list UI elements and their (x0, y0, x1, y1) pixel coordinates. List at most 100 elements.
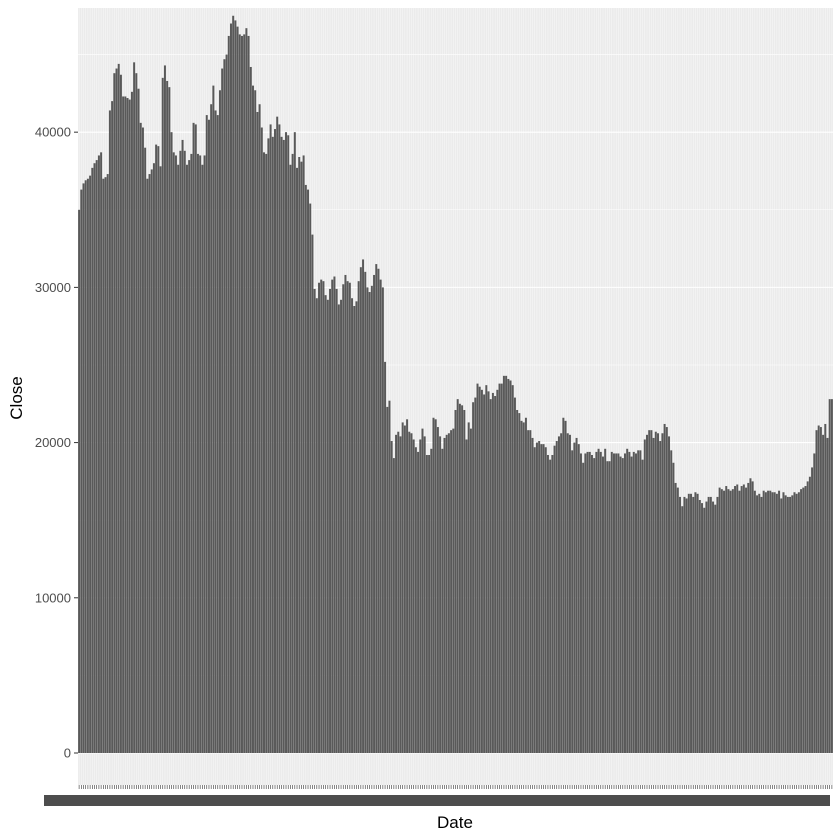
bar (298, 157, 301, 753)
bar (544, 447, 547, 753)
bar (467, 422, 470, 753)
bar (185, 164, 188, 753)
bar (485, 385, 488, 753)
bar (817, 425, 820, 753)
bar (443, 437, 446, 753)
bar (395, 434, 398, 753)
y-tick-label: 0 (64, 746, 71, 761)
bar (694, 492, 697, 753)
bar (329, 288, 332, 753)
bar (199, 155, 202, 753)
bar (117, 63, 120, 754)
bar (553, 445, 556, 753)
bar (403, 425, 406, 753)
bar (300, 161, 303, 753)
bar (436, 427, 439, 753)
bar (375, 264, 378, 753)
bar (641, 459, 644, 753)
bar (174, 155, 177, 753)
bar (637, 450, 640, 753)
bar (698, 500, 701, 753)
bar (311, 234, 314, 754)
bar (815, 430, 818, 753)
bar (406, 419, 409, 753)
bar (170, 132, 173, 754)
bar (340, 299, 343, 753)
bar (122, 96, 125, 754)
bar (368, 292, 371, 753)
bar (80, 189, 83, 754)
bar (133, 62, 136, 753)
bar (767, 490, 770, 753)
bar (802, 487, 805, 753)
bar (483, 394, 486, 753)
bar (203, 155, 206, 753)
bar (753, 490, 756, 753)
y-axis: 0 10000 20000 30000 40000 (35, 125, 78, 761)
bar (179, 150, 182, 754)
bar (509, 380, 512, 753)
bar (271, 136, 274, 753)
bar (289, 164, 292, 753)
bar (507, 378, 510, 753)
bar (538, 441, 541, 753)
bar (445, 434, 448, 753)
bar (494, 396, 497, 753)
bar (318, 282, 321, 753)
bar (793, 492, 796, 753)
bar (663, 423, 666, 753)
bar (388, 400, 391, 753)
bar (454, 409, 457, 753)
bar (789, 496, 792, 753)
bar (608, 461, 611, 753)
bar (214, 110, 217, 753)
y-tick-label: 10000 (35, 590, 71, 605)
bar (144, 147, 147, 753)
bar (236, 26, 239, 754)
bar (648, 430, 651, 753)
bar (337, 304, 340, 753)
bar (304, 184, 307, 753)
bar (240, 35, 243, 753)
bar (425, 455, 428, 753)
bar (469, 428, 472, 753)
bar (685, 498, 688, 753)
bar (227, 35, 230, 753)
bar (97, 155, 100, 753)
bar (278, 124, 281, 753)
bar (670, 450, 673, 753)
bar (218, 90, 221, 753)
bar (386, 406, 389, 753)
bar (161, 77, 164, 754)
bar (78, 209, 81, 753)
bar (615, 453, 618, 753)
bar (216, 115, 219, 754)
bar (701, 503, 704, 753)
bar (762, 490, 765, 753)
bar (775, 493, 778, 753)
bar (617, 453, 620, 753)
bar (811, 467, 814, 753)
bar (804, 486, 807, 753)
bar (441, 448, 444, 753)
bar (577, 444, 580, 753)
bar (265, 153, 268, 753)
bar (487, 391, 490, 753)
bar (100, 152, 103, 754)
bar (379, 279, 382, 753)
bar (652, 437, 655, 753)
bar (502, 375, 505, 753)
bar (351, 298, 354, 753)
bar (373, 274, 376, 753)
bar (599, 451, 602, 753)
bar (604, 448, 607, 753)
bar (276, 116, 279, 753)
bar (824, 423, 827, 753)
bar (461, 405, 464, 753)
bar (148, 174, 151, 753)
bar (307, 189, 310, 754)
bar-series (78, 15, 833, 754)
bar (780, 498, 783, 753)
bar (760, 496, 763, 753)
bar (196, 153, 199, 753)
